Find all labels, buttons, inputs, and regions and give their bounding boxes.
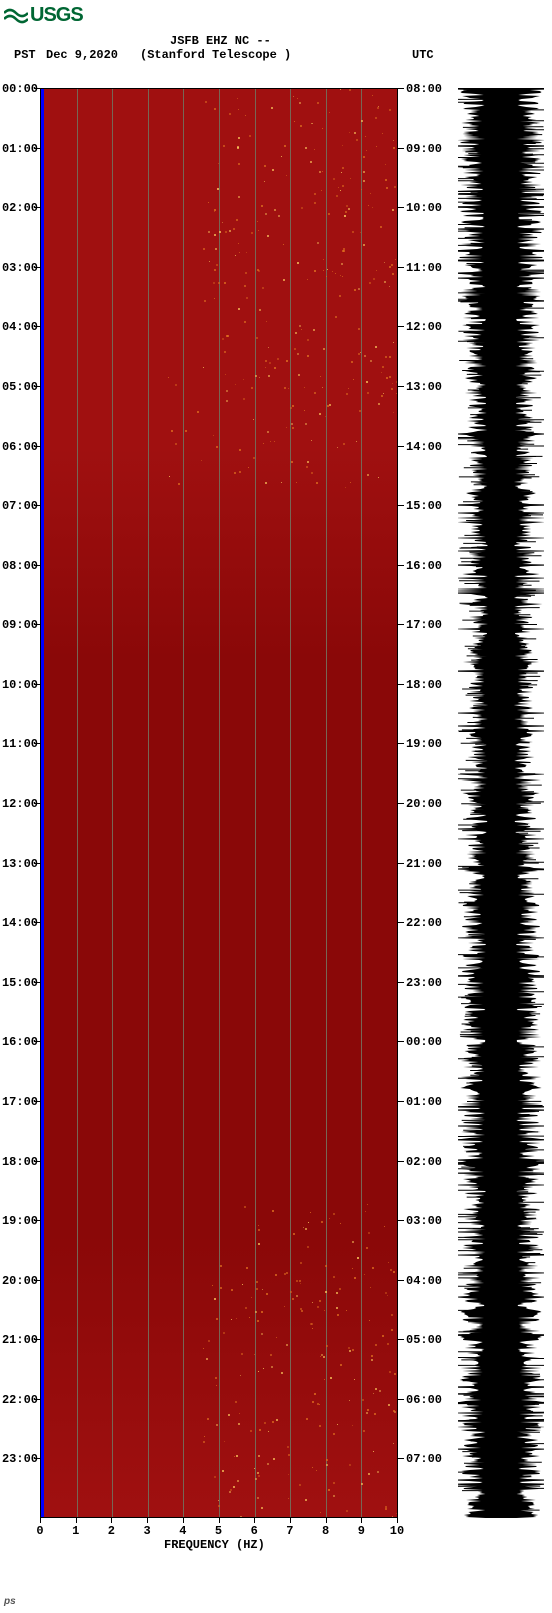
x-tick-label: 3 xyxy=(137,1524,157,1538)
y-tick-label-pst: 08:00 xyxy=(0,559,38,573)
blue-edge xyxy=(41,89,44,1517)
y-tick-label-pst: 04:00 xyxy=(0,320,38,334)
y-tick-label-pst: 16:00 xyxy=(0,1035,38,1049)
location-label: (Stanford Telescope ) xyxy=(140,48,291,62)
y-tick-label-pst: 00:00 xyxy=(0,82,38,96)
y-tick-label-pst: 19:00 xyxy=(0,1214,38,1228)
x-tick-label: 9 xyxy=(351,1524,371,1538)
grid-line xyxy=(183,89,184,1517)
x-tick-label: 5 xyxy=(209,1524,229,1538)
grid-line xyxy=(148,89,149,1517)
y-tick-label-pst: 03:00 xyxy=(0,261,38,275)
y-tick-label-pst: 02:00 xyxy=(0,201,38,215)
y-tick-label-pst: 07:00 xyxy=(0,499,38,513)
y-tick-label-pst: 05:00 xyxy=(0,380,38,394)
y-tick-label-utc: 07:00 xyxy=(406,1452,442,1466)
x-tick-label: 4 xyxy=(173,1524,193,1538)
y-tick-label-utc: 01:00 xyxy=(406,1095,442,1109)
y-tick-label-pst: 17:00 xyxy=(0,1095,38,1109)
grid-line xyxy=(326,89,327,1517)
y-tick-label-pst: 20:00 xyxy=(0,1274,38,1288)
date-label: Dec 9,2020 xyxy=(46,48,118,62)
y-tick-label-utc: 08:00 xyxy=(406,82,442,96)
tz-right-label: UTC xyxy=(412,48,434,62)
logo-text: USGS xyxy=(30,4,83,27)
y-tick-label-pst: 12:00 xyxy=(0,797,38,811)
y-tick-label-utc: 20:00 xyxy=(406,797,442,811)
y-tick-label-utc: 02:00 xyxy=(406,1155,442,1169)
tz-left-label: PST xyxy=(14,48,36,62)
y-tick-label-pst: 09:00 xyxy=(0,618,38,632)
grid-line xyxy=(219,89,220,1517)
y-tick-label-pst: 23:00 xyxy=(0,1452,38,1466)
footer-symbol: ps xyxy=(4,1596,16,1607)
y-tick-label-utc: 18:00 xyxy=(406,678,442,692)
y-tick-label-utc: 11:00 xyxy=(406,261,442,275)
y-tick-label-utc: 03:00 xyxy=(406,1214,442,1228)
y-tick-label-utc: 05:00 xyxy=(406,1333,442,1347)
grid-line xyxy=(361,89,362,1517)
x-tick-label: 7 xyxy=(280,1524,300,1538)
y-tick-label-utc: 22:00 xyxy=(406,916,442,930)
grid-line xyxy=(112,89,113,1517)
x-tick-label: 8 xyxy=(316,1524,336,1538)
spectrogram-plot xyxy=(40,88,398,1518)
grid-line xyxy=(290,89,291,1517)
y-tick-label-utc: 16:00 xyxy=(406,559,442,573)
y-tick-label-pst: 15:00 xyxy=(0,976,38,990)
y-tick-label-utc: 09:00 xyxy=(406,142,442,156)
y-tick-label-utc: 23:00 xyxy=(406,976,442,990)
y-tick-label-utc: 19:00 xyxy=(406,737,442,751)
x-axis-title: FREQUENCY (HZ) xyxy=(164,1538,265,1552)
waveform-trace xyxy=(458,88,544,1518)
x-tick-label: 0 xyxy=(30,1524,50,1538)
y-tick-label-utc: 06:00 xyxy=(406,1393,442,1407)
y-tick-label-utc: 10:00 xyxy=(406,201,442,215)
wave-icon xyxy=(4,7,28,25)
x-tick-label: 1 xyxy=(66,1524,86,1538)
y-tick-label-utc: 13:00 xyxy=(406,380,442,394)
y-tick-label-pst: 14:00 xyxy=(0,916,38,930)
y-tick-label-utc: 04:00 xyxy=(406,1274,442,1288)
y-tick-label-utc: 14:00 xyxy=(406,440,442,454)
y-tick-label-utc: 12:00 xyxy=(406,320,442,334)
x-tick-label: 2 xyxy=(101,1524,121,1538)
station-id: JSFB EHZ NC -- xyxy=(170,34,271,48)
grid-line xyxy=(77,89,78,1517)
x-tick-label: 10 xyxy=(387,1524,407,1538)
x-tick-label: 6 xyxy=(244,1524,264,1538)
y-tick-label-pst: 01:00 xyxy=(0,142,38,156)
usgs-logo: USGS xyxy=(4,4,83,27)
y-tick-label-pst: 18:00 xyxy=(0,1155,38,1169)
y-tick-label-pst: 06:00 xyxy=(0,440,38,454)
grid-line xyxy=(255,89,256,1517)
y-tick-label-pst: 13:00 xyxy=(0,857,38,871)
y-tick-label-utc: 17:00 xyxy=(406,618,442,632)
y-tick-label-utc: 00:00 xyxy=(406,1035,442,1049)
y-tick-label-pst: 21:00 xyxy=(0,1333,38,1347)
y-tick-label-utc: 21:00 xyxy=(406,857,442,871)
y-tick-label-utc: 15:00 xyxy=(406,499,442,513)
y-tick-label-pst: 10:00 xyxy=(0,678,38,692)
y-tick-label-pst: 11:00 xyxy=(0,737,38,751)
y-tick-label-pst: 22:00 xyxy=(0,1393,38,1407)
